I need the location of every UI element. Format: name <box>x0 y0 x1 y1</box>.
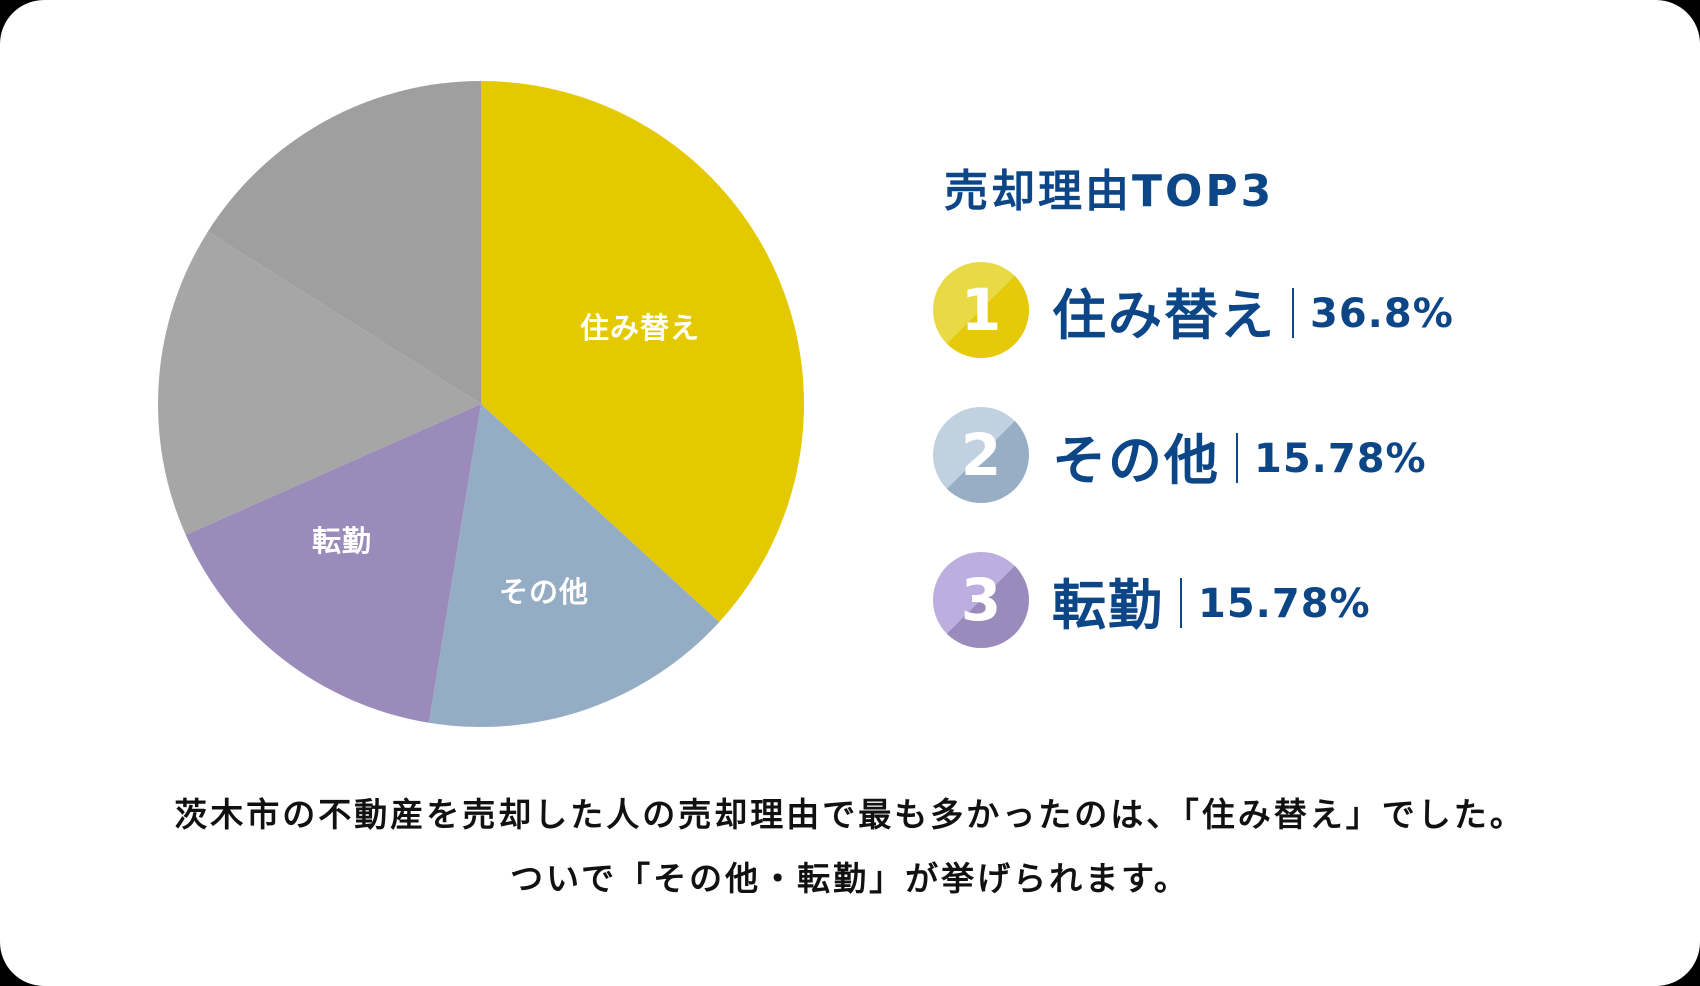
caption-line-1: 茨木市の不動産を売却した人の売却理由で最も多かったのは、「住み替え」でした。 <box>174 795 1526 834</box>
rank-badge-2: 2 <box>933 407 1029 503</box>
pie-label-slice3: 転勤 <box>311 524 373 558</box>
rank-row-1: 1 住み替え 36.8% <box>933 262 1454 358</box>
rank-row-3: 3 転勤 15.78% <box>933 552 1371 648</box>
pie-svg <box>158 81 804 727</box>
rank-percent: 15.78% <box>1198 581 1371 627</box>
caption-line-2: ついで「その他・転勤」が挙げられます。 <box>510 859 1190 898</box>
rank-number: 3 <box>960 566 1002 634</box>
rank-label: 住み替え <box>1052 283 1276 347</box>
rank-percent: 36.8% <box>1310 291 1454 337</box>
pie-slice <box>158 231 481 535</box>
pie-slice <box>428 404 720 727</box>
ranking-title: 売却理由TOP3 <box>944 166 1275 217</box>
pie-slice <box>185 404 481 723</box>
pie-chart: 住み替え その他 転勤 <box>158 81 804 727</box>
rank-badge-1: 1 <box>933 262 1029 358</box>
rank-badge-3: 3 <box>933 552 1029 648</box>
divider <box>1292 288 1294 338</box>
divider <box>1236 433 1238 483</box>
rank-number: 2 <box>960 421 1002 489</box>
pie-label-slice1: 住み替え <box>579 311 701 345</box>
rank-percent: 15.78% <box>1254 436 1427 482</box>
rank-row-2: 2 その他 15.78% <box>933 407 1427 503</box>
pie-slice <box>481 81 804 623</box>
rank-label: その他 <box>1052 428 1220 492</box>
pie-slice <box>207 81 481 404</box>
rank-number: 1 <box>960 276 1002 344</box>
pie-label-slice2: その他 <box>498 575 590 609</box>
rank-label: 転勤 <box>1052 573 1164 637</box>
divider <box>1180 578 1182 628</box>
